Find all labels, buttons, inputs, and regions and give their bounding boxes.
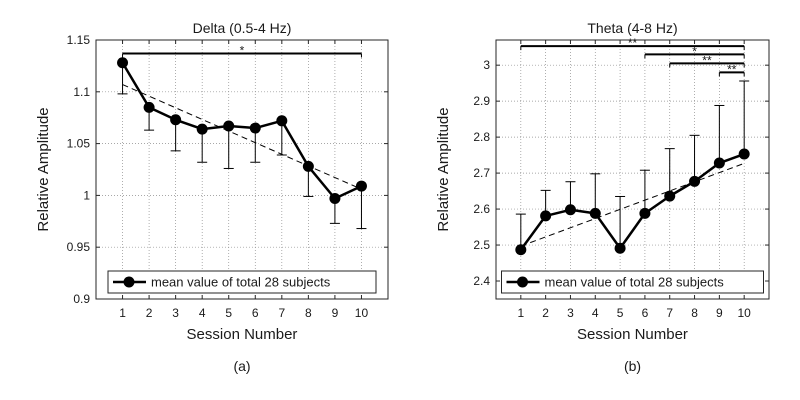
plot-area-a [96, 40, 388, 299]
data-point [515, 244, 527, 256]
x-tick-label: 9 [716, 306, 723, 320]
series-line-b [519, 152, 745, 251]
y-tick-label: 2.6 [473, 202, 490, 216]
x-tick-label: 5 [617, 306, 624, 320]
y-tick-label: 2.5 [473, 238, 490, 252]
chart-title-a: Delta (0.5-4 Hz) [193, 20, 292, 36]
data-point [329, 193, 341, 205]
y-tick-label: 3 [483, 58, 490, 72]
x-tick-label: 10 [355, 306, 369, 320]
subfigure-caption-a: (a) [233, 358, 250, 374]
x-tick-label: 3 [567, 306, 574, 320]
x-tick-label: 5 [225, 306, 232, 320]
data-point [614, 242, 626, 254]
significance-label: ** [727, 62, 737, 76]
x-tick-label: 4 [592, 306, 599, 320]
y-axis-label-b: Relative Amplitude [435, 107, 452, 231]
data-point [589, 207, 601, 219]
data-point [355, 180, 367, 192]
legend-entry-label: mean value of total 28 subjects [545, 275, 725, 290]
y-tick-label: 2.9 [473, 94, 490, 108]
y-tick-label: 1 [83, 188, 90, 202]
x-tick-label: 2 [146, 306, 153, 320]
legend-box [501, 270, 764, 294]
x-tick-label: 4 [199, 306, 206, 320]
data-point [223, 120, 235, 132]
axes-box-b [495, 39, 770, 300]
x-axis-label-b: Session Number [577, 326, 688, 343]
y-tick-label: 1.15 [67, 33, 91, 47]
x-tick-label: 1 [517, 306, 524, 320]
x-tick-label: 2 [542, 306, 549, 320]
axes-box-a [95, 39, 389, 300]
significance-label: ** [702, 53, 712, 67]
data-point [117, 57, 129, 69]
significance-label: * [240, 43, 245, 57]
data-point [170, 114, 182, 126]
x-tick-label: 7 [666, 306, 673, 320]
y-tick-label: 2.7 [473, 166, 490, 180]
y-axis-label-a: Relative Amplitude [35, 107, 52, 231]
data-point [196, 123, 208, 135]
series-line-a [121, 62, 362, 200]
chart-panel-b: 1 2 3 4 5 6 7 8 9 10 2.4 2.5 2.6 2.7 2.8 2.9 3 Theta (4-8… [435, 20, 770, 374]
data-point [564, 204, 576, 216]
data-point [639, 207, 651, 219]
data-point [713, 157, 725, 169]
legend-box [107, 270, 377, 294]
x-tick-label: 8 [691, 306, 698, 320]
trend-line-a [122, 84, 362, 190]
x-axis-label-a: Session Number [187, 326, 298, 343]
y-tick-label: 0.95 [67, 240, 91, 254]
data-point [664, 190, 676, 202]
data-point [276, 115, 288, 127]
legend-marker-swatch [123, 276, 135, 288]
legend-marker-swatch [517, 276, 528, 288]
plot-area-b [496, 40, 769, 299]
significance-label: * [692, 44, 697, 58]
x-tick-label: 7 [278, 306, 285, 320]
y-tick-label: 1.1 [73, 85, 90, 99]
x-tick-label: 10 [738, 306, 752, 320]
x-tick-label: 3 [172, 306, 179, 320]
y-tick-label: 0.9 [73, 292, 90, 306]
x-tick-label: 9 [332, 306, 339, 320]
data-point [143, 101, 155, 113]
chart-title-b: Theta (4-8 Hz) [587, 20, 677, 36]
x-tick-label: 8 [305, 306, 312, 320]
legend-entry-label: mean value of total 28 subjects [151, 275, 331, 290]
data-point [249, 122, 261, 134]
significance-label: ** [628, 36, 638, 50]
data-point [738, 148, 750, 160]
legend-b: mean value of total 28 subjects [501, 270, 764, 294]
y-tick-label: 2.4 [473, 274, 490, 288]
x-tick-label: 6 [642, 306, 649, 320]
data-point [302, 160, 314, 172]
chart-panel-a: 1 2 3 4 5 6 7 8 9 10 0.9 0.95 1 1.05 1.1 1.15 Delta (0.5… [35, 20, 389, 374]
subfigure-caption-b: (b) [624, 358, 641, 374]
x-tick-label: 6 [252, 306, 259, 320]
data-point [689, 175, 701, 187]
y-tick-label: 1.05 [67, 137, 91, 151]
x-tick-label: 1 [119, 306, 126, 320]
legend-a: mean value of total 28 subjects [107, 270, 377, 294]
y-tick-label: 2.8 [473, 130, 490, 144]
data-point [540, 210, 552, 222]
